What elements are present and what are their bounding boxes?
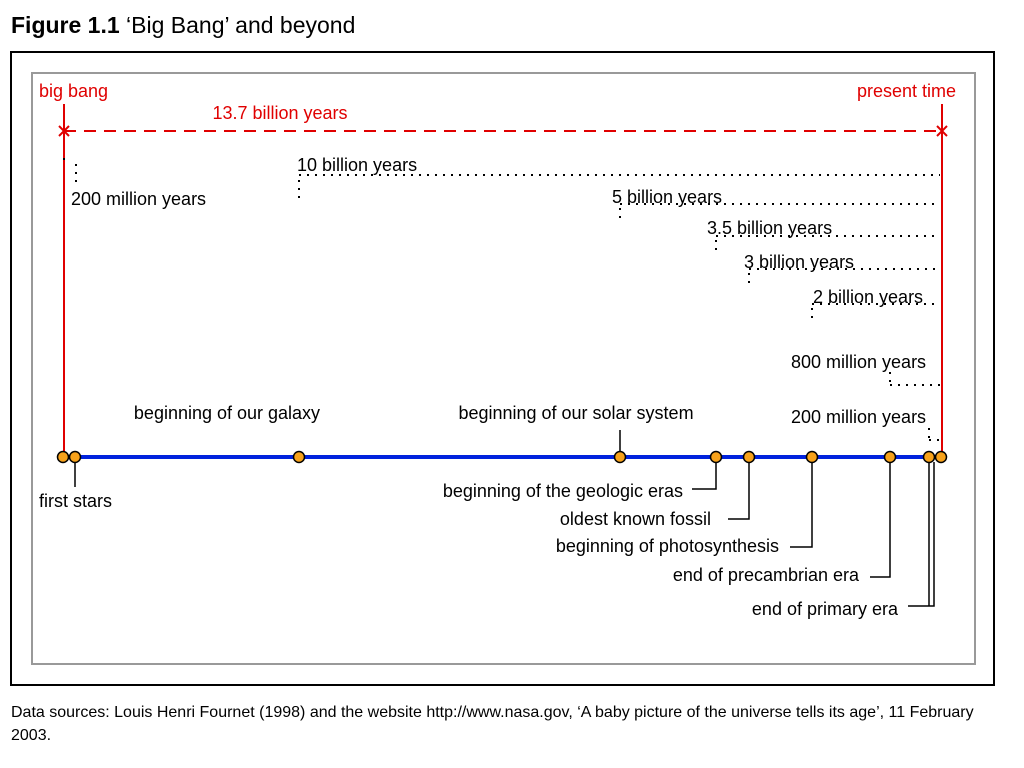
interval-label: 2 billion years — [813, 287, 923, 307]
interval-label: 10 billion years — [297, 155, 417, 175]
interval-label: 800 million years — [791, 352, 926, 372]
event-point — [742, 450, 756, 464]
end-label: present time — [857, 81, 956, 101]
event-point — [805, 450, 819, 464]
event-point — [709, 450, 723, 464]
event-label: oldest known fossil — [560, 509, 711, 529]
event-label: beginning of our galaxy — [134, 403, 320, 423]
figure-title: Figure 1.1 ‘Big Bang’ and beyond — [11, 12, 355, 39]
diagram: big bang present time 13.7 billion years… — [10, 51, 995, 686]
event-point — [613, 450, 627, 464]
inner-frame — [31, 72, 976, 665]
event-label: beginning of the geologic eras — [443, 481, 683, 501]
event-label: end of precambrian era — [673, 565, 860, 585]
outer-frame — [10, 51, 995, 686]
span-markers — [58, 125, 948, 137]
event-point — [292, 450, 306, 464]
interval-guides — [63, 158, 940, 441]
interval-label: 3 billion years — [744, 252, 854, 272]
interval-label: 200 million years — [791, 407, 926, 427]
event-point — [56, 450, 70, 464]
source-note: Data sources: Louis Henri Fournet (1998)… — [11, 704, 974, 744]
start-label: big bang — [39, 81, 108, 101]
event-point — [68, 450, 82, 464]
event-label: end of primary era — [752, 599, 899, 619]
event-connectors — [74, 430, 935, 607]
event-point — [922, 450, 936, 464]
event-points — [56, 450, 948, 464]
figure-title-text: ‘Big Bang’ and beyond — [126, 12, 356, 38]
event-point — [934, 450, 948, 464]
figure-label: Figure 1.1 — [11, 12, 120, 38]
duration-label: 13.7 billion years — [212, 103, 347, 123]
event-label: beginning of our solar system — [458, 403, 693, 423]
interval-label: 200 million years — [71, 189, 206, 209]
event-label: beginning of photosynthesis — [556, 536, 779, 556]
interval-label: 3.5 billion years — [707, 218, 832, 238]
event-label: first stars — [39, 491, 112, 511]
interval-label: 5 billion years — [612, 187, 722, 207]
event-point — [883, 450, 897, 464]
